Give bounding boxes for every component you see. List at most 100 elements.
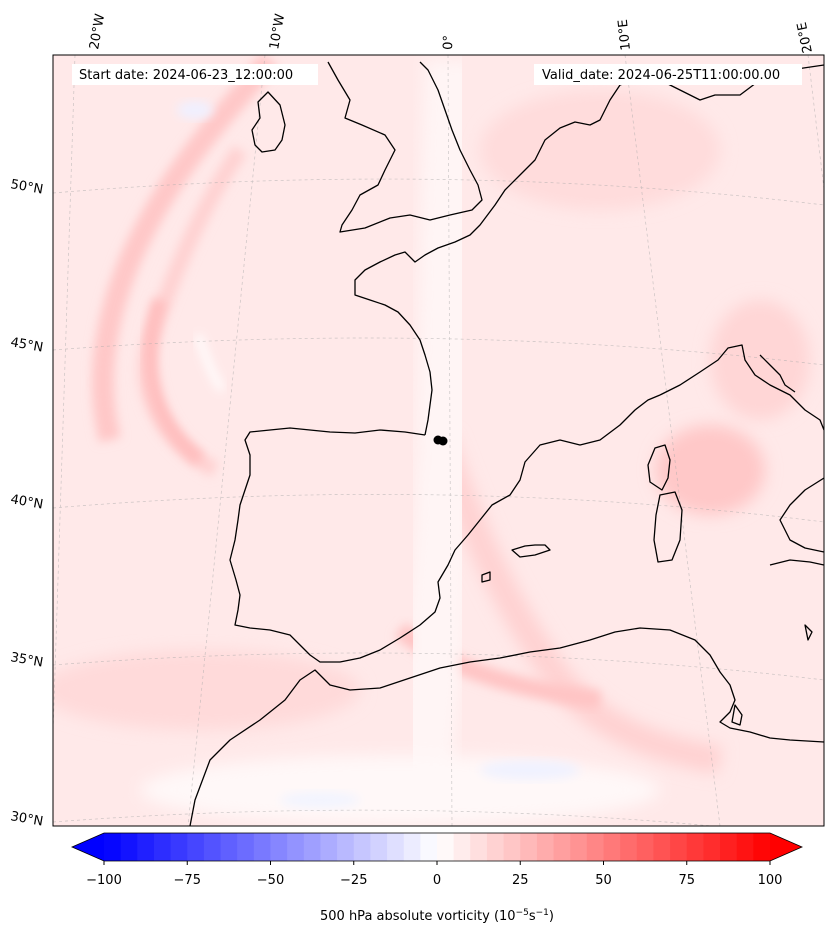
colorbar-bin (270, 833, 288, 861)
colorbar-bin (137, 833, 155, 861)
coast-tunisia (731, 704, 743, 726)
colorbar-bin (420, 833, 438, 861)
parallel-35n (53, 652, 824, 681)
valid-date-text: Valid_date: 2024-06-25T11:00:00.00 (542, 68, 780, 83)
colorbar-tick-label: 0 (433, 873, 441, 888)
colorbar-bin (287, 833, 305, 861)
colorbar-bin (337, 833, 355, 861)
vorticity-low-south (140, 755, 660, 825)
vorticity-max-south (53, 650, 360, 730)
vorticity-max-north (480, 90, 720, 210)
colorbar-bin (437, 833, 455, 861)
vorticity-field-shading (53, 55, 810, 825)
colorbar-bin (753, 833, 771, 861)
colorbar-bin (104, 833, 122, 861)
start-date-annotation: Start date: 2024-06-23_12:00:00 (72, 64, 318, 85)
coast-ireland (251, 91, 286, 153)
colorbar-label: 500 hPa absolute vorticity (10−5s−1) (320, 908, 554, 924)
valid-date-annotation: Valid_date: 2024-06-25T11:00:00.00 (534, 64, 802, 85)
colorbar-tick-label: 100 (758, 873, 783, 888)
coast-balearics (511, 544, 551, 558)
lon-label-20w: 20°W (87, 13, 108, 51)
coast-sicily-south (804, 624, 813, 641)
colorbar-bin (703, 833, 721, 861)
longitude-labels: 20°W 10°W 0° 10°E 20°E (87, 13, 816, 55)
colorbar-tick-label: −75 (174, 873, 201, 888)
colorbar-bin (153, 833, 172, 861)
colorbar-bin (570, 833, 588, 861)
coast-north-africa (189, 627, 824, 826)
map-frame (52, 54, 825, 827)
colorbar-bin (736, 833, 754, 861)
lat-label-40n: 40°N (9, 492, 44, 512)
coast-adriatic (759, 354, 796, 393)
lat-label-50n: 50°N (9, 177, 44, 197)
colorbar-bin (387, 833, 405, 861)
colorbar-bin (170, 833, 188, 861)
colorbar-bin (636, 833, 655, 861)
colorbar-bin (586, 833, 605, 861)
colorbar-bin (320, 833, 338, 861)
colorbar-tick-label: 50 (595, 873, 612, 888)
colorbar-bin (536, 833, 555, 861)
colorbar-bin (303, 833, 322, 861)
coast-iberia (229, 394, 661, 663)
meridian-20w (53, 55, 76, 745)
colorbar-bin (670, 833, 688, 861)
coast-sicily (769, 559, 824, 566)
colorbar-bin (253, 833, 272, 861)
lat-label-30n: 30°N (9, 809, 44, 829)
colorbar-bin (653, 833, 671, 861)
vorticity-minimum-west (194, 333, 225, 392)
vorticity-max-east (710, 300, 810, 420)
parallel-40n (53, 494, 824, 523)
colorbar-bin (470, 833, 488, 861)
colorbar (71, 832, 803, 862)
graticule (53, 55, 824, 826)
colorbar-bin (603, 833, 621, 861)
colorbar-bin (370, 833, 388, 861)
colorbar-bin (553, 833, 571, 861)
colorbar-ticks: −100 −75 −50 −25 0 25 50 75 100 (86, 861, 782, 888)
colorbar-bin (453, 833, 471, 861)
colorbar-bin (203, 833, 222, 861)
colorbar-bin (187, 833, 205, 861)
lon-label-20e: 20°E (795, 21, 816, 55)
lat-label-35n: 35°N (9, 650, 44, 670)
colorbar-tick-label: −100 (86, 873, 122, 888)
colorbar-tick-label: 25 (512, 873, 529, 888)
colorbar-extend-max (770, 833, 802, 861)
vorticity-low-corridor (390, 58, 485, 803)
vorticity-negative-south-2 (280, 792, 360, 808)
parallel-30n (53, 809, 717, 826)
lon-label-0: 0° (441, 35, 457, 50)
colorbar-tick-label: 75 (678, 873, 695, 888)
colorbar-bin (120, 833, 138, 861)
colorbar-bin (486, 833, 505, 861)
colorbar-bin (686, 833, 704, 861)
coast-italy-south (779, 477, 824, 553)
coast-italy (659, 344, 824, 431)
colorbar-bin (620, 833, 638, 861)
coast-ibiza (481, 571, 491, 583)
latitude-labels: 50°N 45°N 40°N 35°N 30°N (9, 177, 44, 829)
colorbar-extend-min (72, 833, 104, 861)
colorbar-bin (503, 833, 521, 861)
vorticity-negative-north (177, 101, 213, 119)
colorbar-bin (520, 833, 538, 861)
colorbar-bin (353, 833, 371, 861)
coast-great-britain (327, 61, 483, 233)
coast-corsica (647, 444, 671, 491)
vorticity-band-northwest (92, 55, 279, 443)
parallel-45n (53, 337, 824, 366)
lon-label-10e: 10°E (616, 18, 634, 51)
colorbar-bin (720, 833, 738, 861)
colorbar-tick-label: −50 (257, 873, 284, 888)
lat-label-45n: 45°N (9, 335, 44, 355)
vorticity-band-west (143, 297, 205, 466)
coast-sardinia (653, 491, 683, 563)
vorticity-negative-south (480, 760, 580, 780)
vorticity-max-italy (655, 425, 765, 515)
map-panel: Start date: 2024-06-23_12:00:00 Valid_da… (53, 55, 824, 826)
